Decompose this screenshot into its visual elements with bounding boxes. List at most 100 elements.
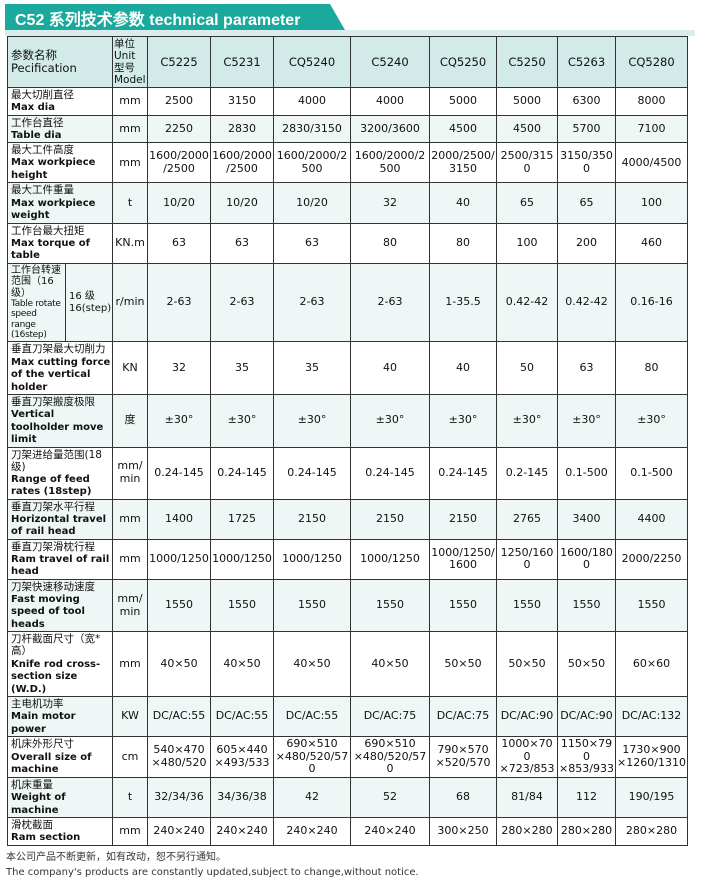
value-cell: DC/AC:132 [615,695,688,738]
unit-cell: KN.m [112,222,148,264]
value-cell: 81/84 [496,776,558,819]
model-header: CQ5250 [429,35,497,89]
value-cell: ±30° [273,394,351,448]
value-cell: 1550 [210,578,274,633]
spec-cell: 垂直刀架滑枕行程 Ram travel of rail head [7,538,113,580]
value-cell: 1400 [147,498,211,540]
value-cell: DC/AC:55 [210,695,274,738]
spec-cell: 机床外形尺寸 Overall size of machine [7,736,113,778]
value-cell: 40×50 [350,631,430,697]
table-row: 最大工件重量 Max workpiece weight t 10/20 10/20 10/… [7,182,688,224]
unit-cell: cm [112,736,148,778]
value-cell: 1600/2000/2500 [273,142,351,184]
value-cell: 2500 [147,87,211,116]
table-row: 最大切削直径 Max dia mm 2500 3150 4000 4000 5000 5000 6… [7,87,688,116]
value-cell: 280×280 [615,817,688,846]
value-cell: 300×250 [429,817,497,846]
value-cell: 80 [350,222,430,264]
value-cell: 2765 [496,498,558,540]
spec-cell: 机床重量 Weight of machine [7,776,113,819]
value-cell: 0.24-145 [273,446,351,500]
value-cell: 1-35.5 [429,262,497,343]
value-cell: ±30° [350,394,430,448]
value-cell: 0.42-42 [496,262,558,343]
value-cell: DC/AC:90 [557,695,616,738]
title-banner: C52 系列技术参数 technical parameter [5,4,345,30]
value-cell: 1250/1600 [496,538,558,580]
value-cell: 0.1-500 [557,446,616,500]
value-cell: 35 [210,341,274,395]
value-cell: 1000×700 ×723/853 [496,736,558,778]
value-cell: 4000 [350,87,430,116]
table-row: 工作台最大扭矩 Max torque of table KN.m 63 63 63 80 80… [7,222,688,264]
value-cell: 190/195 [615,776,688,819]
value-cell: 1550 [557,578,616,633]
value-cell: 10/20 [210,182,274,224]
value-cell: 3150/3500 [557,142,616,184]
spec-cell: 刀杆截面尺寸（宽*高） Knife rod cross-section size … [7,631,113,697]
value-cell: 3200/3600 [350,114,430,144]
unit-cell: mm [112,538,148,580]
value-cell: 1550 [615,578,688,633]
value-cell: 4000 [273,87,351,116]
value-cell: DC/AC:55 [273,695,351,738]
unit-cell: KN [112,341,148,395]
value-cell: 240×240 [147,817,211,846]
value-cell: 65 [557,182,616,224]
unit-cell: KW [112,695,148,738]
model-header: C5250 [496,35,558,89]
value-cell: 100 [615,182,688,224]
model-header: CQ5240 [273,35,351,89]
value-cell: 1000/1250 [350,538,430,580]
unit-cell: t [112,776,148,819]
table-row: 机床外形尺寸 Overall size of machine cm 540×470 ×… [7,736,688,778]
value-cell: 50×50 [557,631,616,697]
value-cell: 240×240 [273,817,351,846]
value-cell: 65 [496,182,558,224]
value-cell: 1725 [210,498,274,540]
value-cell: ±30° [615,394,688,448]
unit-cell: mm/min [112,578,148,633]
value-cell: 0.42-42 [557,262,616,343]
value-cell: 2000/2500/3150 [429,142,497,184]
table-row: 垂直刀架滑枕行程 Ram travel of rail head mm 1000/12… [7,538,688,580]
unit-cell: mm [112,817,148,846]
unit-header: 单位 Unit 型号 Model [112,35,148,89]
spec-cell: 工作台直径 Table dia [7,114,113,144]
spec-cell: 刀架快速移动速度 Fast moving speed of tool heads [7,578,113,633]
value-cell: 2250 [147,114,211,144]
value-cell: 1550 [496,578,558,633]
value-cell: 42 [273,776,351,819]
value-cell: 0.24-145 [147,446,211,500]
value-cell: 0.24-145 [429,446,497,500]
value-cell: 35 [273,341,351,395]
value-cell: 5000 [429,87,497,116]
value-cell: ±30° [210,394,274,448]
table-row: 主电机功率 Main motor power KW DC/AC:55 DC/AC:55 D… [7,695,688,738]
spec-cell: 垂直刀架水平行程 Horizontal travel of rail head [7,498,113,540]
value-cell: 3150 [210,87,274,116]
value-cell: 80 [429,222,497,264]
value-cell: 1000/1250 [273,538,351,580]
table-row: 垂直刀架最大切削力 Max cutting force of the vertic… [7,341,688,395]
value-cell: 63 [210,222,274,264]
value-cell: 40×50 [210,631,274,697]
value-cell: 50 [496,341,558,395]
footer-note: 本公司产品不断更新，如有改动，恕不另行通知。 The company's pro… [6,850,706,880]
table-row: 垂直刀架搬度极限 Vertical toolholder move limit 度 ±… [7,394,688,448]
value-cell: 4500 [429,114,497,144]
table-row: 滑枕截面 Ram section mm 240×240 240×240 240×240 24… [7,817,688,846]
value-cell: 60×60 [615,631,688,697]
value-cell: 2830 [210,114,274,144]
value-cell: DC/AC:90 [496,695,558,738]
value-cell: 2150 [350,498,430,540]
value-cell: 1550 [350,578,430,633]
value-cell: 1150×790 ×853/933 [557,736,616,778]
value-cell: 0.1-500 [615,446,688,500]
value-cell: 10/20 [273,182,351,224]
value-cell: 4000/4500 [615,142,688,184]
value-cell: 1600/2000/2500 [350,142,430,184]
value-cell: 1000/1250/1600 [429,538,497,580]
value-cell: 8000 [615,87,688,116]
value-cell: 790×570 ×520/570 [429,736,497,778]
